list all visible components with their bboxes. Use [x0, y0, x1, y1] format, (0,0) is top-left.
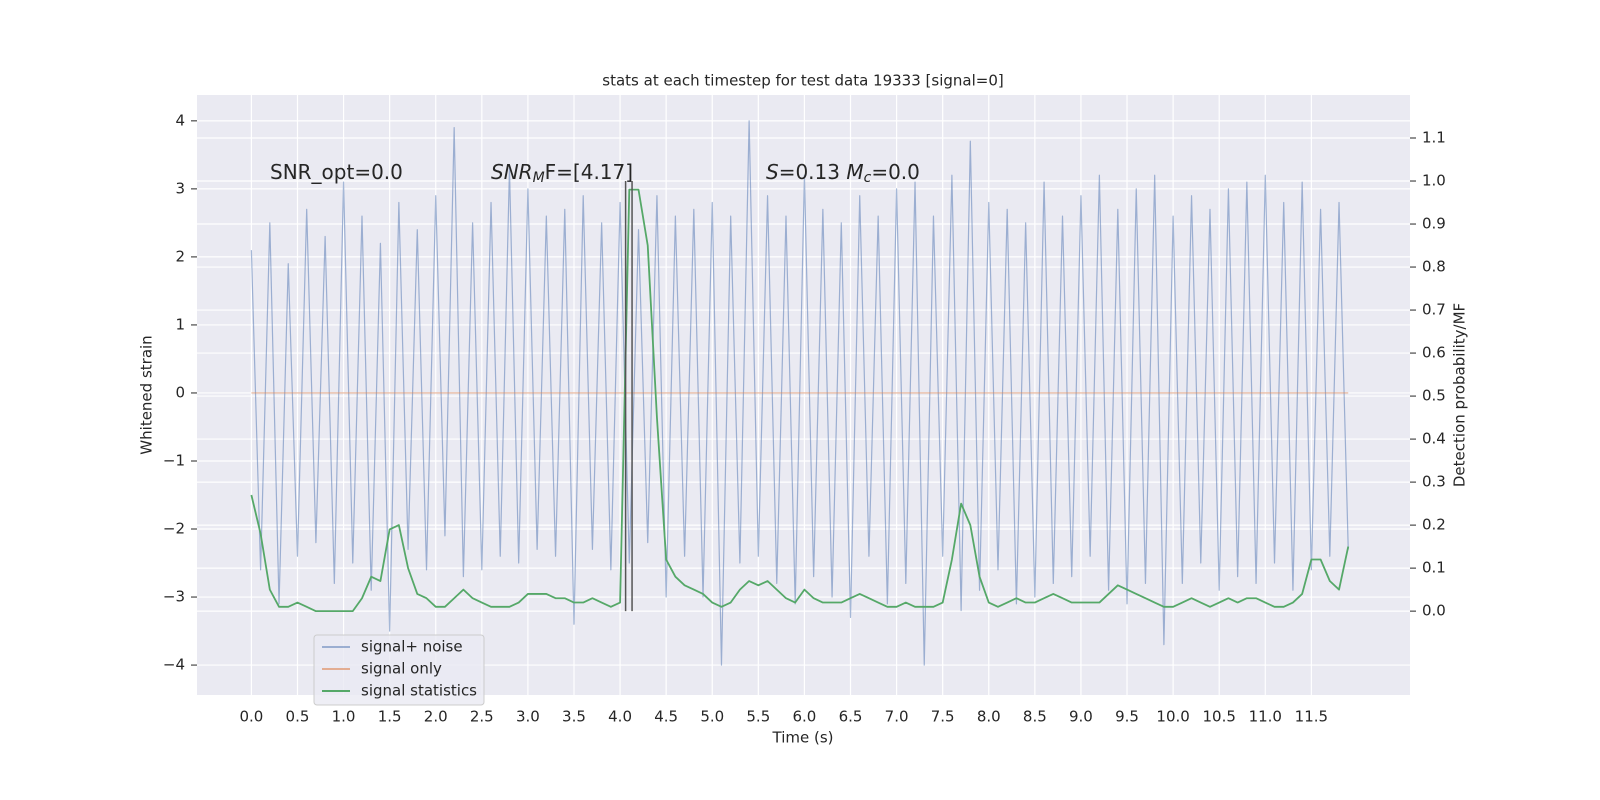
y2-tick-label: 1.1 — [1422, 129, 1446, 147]
annotation: SNRMF=[4.17] — [491, 160, 633, 187]
annotation-part: =0.0 — [871, 160, 920, 184]
y2-tick-label: 0.9 — [1422, 215, 1446, 233]
y2-tick-label: 0.5 — [1422, 387, 1446, 405]
y2-tick-label: 0.2 — [1422, 516, 1446, 534]
x-tick-label: 6.5 — [839, 708, 863, 726]
y2-tick-label: 0.3 — [1422, 473, 1446, 491]
x-tick-label: 0.5 — [286, 708, 310, 726]
annotation-part: S — [766, 160, 779, 184]
chart-title: stats at each timestep for test data 193… — [602, 72, 1003, 90]
x-tick-label: 5.5 — [746, 708, 770, 726]
y-tick-label: 3 — [175, 179, 185, 197]
x-tick-label: 3.5 — [562, 708, 586, 726]
plot-background — [197, 95, 1410, 695]
y2-tick-label: 0.4 — [1422, 430, 1446, 448]
legend-label: signal+ noise — [361, 638, 463, 656]
legend-label: signal statistics — [361, 682, 477, 700]
x-tick-label: 11.0 — [1249, 708, 1282, 726]
y2-tick-label: 0.8 — [1422, 258, 1446, 276]
annotation-part: c — [864, 170, 872, 186]
x-tick-label: 9.0 — [1069, 708, 1093, 726]
y-tick-label: 0 — [175, 383, 185, 401]
x-tick-label: 4.0 — [608, 708, 632, 726]
y-tick-label: −2 — [163, 520, 185, 538]
x-tick-label: 1.5 — [378, 708, 402, 726]
y2-tick-label: 0.1 — [1422, 559, 1446, 577]
x-tick-label: 8.0 — [977, 708, 1001, 726]
annotation-part: SNR — [491, 160, 533, 184]
legend-label: signal only — [361, 660, 442, 678]
x-axis-label: Time (s) — [772, 729, 834, 747]
y2-tick-label: 0.7 — [1422, 301, 1446, 319]
annotation-part: M — [533, 170, 545, 186]
y2-tick-label: 1.0 — [1422, 172, 1446, 190]
x-tick-label: 7.0 — [885, 708, 909, 726]
annotation-part: =0.13 — [779, 160, 847, 184]
series-line — [250, 120, 1349, 666]
y-tick-label: −1 — [163, 451, 185, 469]
x-tick-label: 6.0 — [792, 708, 816, 726]
y-tick-label: −4 — [163, 656, 185, 674]
y-tick-label: 1 — [175, 315, 185, 333]
y-axis-label: Whitened strain — [138, 335, 156, 454]
legend-box — [313, 634, 485, 706]
x-tick-label: 3.0 — [516, 708, 540, 726]
y-tick-label: 2 — [175, 247, 185, 265]
x-tick-label: 2.0 — [424, 708, 448, 726]
x-tick-label: 11.5 — [1295, 708, 1328, 726]
y-tick-label: 4 — [175, 111, 185, 129]
x-tick-label: 0.0 — [239, 708, 263, 726]
annotation: S=0.13 Mc=0.0 — [766, 160, 920, 187]
annotation: SNR_opt=0.0 — [270, 160, 403, 184]
y2-tick-label: 0.6 — [1422, 344, 1446, 362]
y-tick-label: −3 — [163, 588, 185, 606]
x-tick-label: 9.5 — [1115, 708, 1139, 726]
annotation-part: SNR_opt=0.0 — [270, 160, 403, 184]
y2-tick-label: 0.0 — [1422, 602, 1446, 620]
annotation-part: M — [846, 160, 863, 184]
x-tick-label: 10.0 — [1156, 708, 1189, 726]
series-line — [250, 188, 1350, 613]
x-tick-label: 10.5 — [1202, 708, 1235, 726]
x-tick-label: 1.0 — [332, 708, 356, 726]
x-tick-label: 4.5 — [654, 708, 678, 726]
x-tick-label: 2.5 — [470, 708, 494, 726]
x-tick-label: 7.5 — [931, 708, 955, 726]
y2-axis-label: Detection probability/MF — [1451, 303, 1469, 487]
x-tick-label: 8.5 — [1023, 708, 1047, 726]
annotation-part: F=[4.17] — [545, 160, 633, 184]
x-tick-label: 5.0 — [700, 708, 724, 726]
